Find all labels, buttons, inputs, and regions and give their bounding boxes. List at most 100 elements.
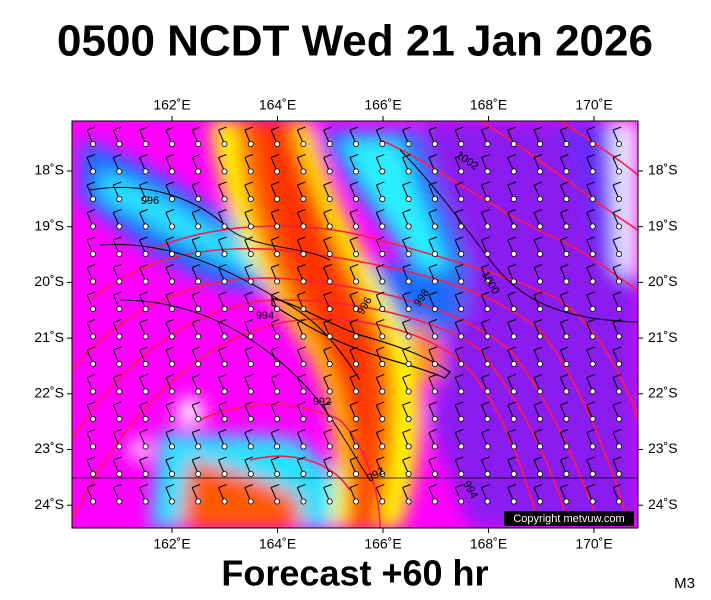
wind-barb	[165, 401, 175, 422]
wind-barb	[165, 429, 175, 450]
barb-station	[168, 415, 175, 422]
barb-station	[116, 195, 123, 202]
wind-barb	[323, 484, 333, 505]
barb-flag	[244, 126, 253, 131]
wind-barb	[139, 456, 149, 477]
barb-station	[563, 168, 570, 175]
barb-flag	[376, 319, 385, 323]
barb-station	[168, 223, 175, 230]
barb-station	[90, 333, 97, 340]
wind-barb	[112, 374, 123, 395]
barb-station	[510, 498, 517, 505]
barb-flag	[113, 236, 122, 241]
barb-station	[221, 250, 228, 257]
wind-barb	[533, 456, 544, 477]
wind-barb	[323, 181, 333, 202]
lon-label-top: 170˚E	[575, 97, 612, 113]
barb-station	[510, 388, 517, 395]
barb-flag	[428, 401, 438, 406]
wind-barb	[402, 319, 412, 340]
lat-label-left: 19˚S	[34, 217, 64, 233]
wind-barb	[270, 126, 281, 147]
barb-station	[405, 388, 412, 395]
barb-station	[537, 388, 544, 395]
wind-barb	[559, 319, 570, 340]
wind-barb	[86, 319, 97, 340]
barb-flag	[428, 264, 438, 268]
wind-barb	[244, 374, 254, 395]
barb-station	[116, 278, 123, 285]
barb-station	[168, 360, 175, 367]
barb-flag	[560, 154, 569, 158]
barb-station	[116, 333, 123, 340]
barb-flag	[612, 456, 622, 461]
barb-station	[589, 470, 596, 477]
barb-flag	[323, 264, 332, 268]
barb-station	[142, 140, 149, 147]
barb-station	[221, 223, 228, 230]
barb-flag	[323, 374, 332, 378]
barb-station	[458, 360, 465, 367]
wind-barb	[533, 126, 544, 147]
wind-barb	[296, 154, 307, 175]
wind-barb	[86, 236, 97, 257]
wind-barb	[86, 429, 97, 450]
barb-station	[589, 360, 596, 367]
barb-station	[563, 223, 570, 230]
barb-station	[247, 498, 254, 505]
barb-station	[274, 223, 281, 230]
barb-flag	[507, 209, 516, 213]
wind-barb	[349, 181, 359, 202]
wind-barb	[218, 236, 228, 257]
barb-flag	[507, 374, 516, 378]
barb-flag	[86, 456, 96, 461]
lon-label-bottom: 162˚E	[153, 536, 190, 552]
wind-barb	[244, 484, 254, 505]
wind-barb	[428, 181, 438, 202]
barb-station	[168, 498, 175, 505]
barb-flag	[533, 401, 543, 406]
barb-flag	[507, 181, 516, 186]
wind-barb	[402, 236, 412, 257]
pressure-contours	[89, 149, 638, 481]
barb-station	[616, 388, 623, 395]
barb-flag	[139, 236, 148, 241]
barb-flag	[455, 126, 464, 131]
barb-station	[458, 498, 465, 505]
barb-station	[300, 250, 307, 257]
wind-barb	[244, 126, 254, 147]
wind-barb	[112, 126, 123, 147]
barb-flag	[376, 154, 385, 158]
barb-station	[431, 223, 438, 230]
wind-barb	[218, 126, 228, 147]
wind-barb	[165, 264, 175, 285]
barb-station	[300, 168, 307, 175]
barb-flag	[533, 154, 543, 158]
barb-flag	[165, 154, 175, 158]
barb-station	[458, 140, 465, 147]
barb-flag	[218, 236, 227, 241]
wind-barb	[481, 346, 491, 367]
wind-barb	[139, 484, 149, 505]
wind-barb	[191, 346, 202, 367]
wind-barb	[559, 154, 570, 175]
barb-flag	[165, 456, 175, 461]
wind-barb	[86, 181, 97, 202]
barb-station	[142, 305, 149, 312]
wind-barb	[270, 264, 281, 285]
barb-station	[563, 333, 570, 340]
barb-station	[537, 168, 544, 175]
barb-station	[563, 470, 570, 477]
barb-station	[379, 250, 386, 257]
barb-flag	[507, 126, 516, 131]
wind-barb	[139, 181, 149, 202]
barb-station	[510, 168, 517, 175]
wind-barb	[559, 429, 570, 450]
barb-station	[616, 250, 623, 257]
barb-flag	[586, 236, 595, 241]
wind-barb	[296, 456, 307, 477]
barb-station	[195, 305, 202, 312]
wind-barb	[139, 374, 149, 395]
wind-barb	[402, 126, 412, 147]
barb-station	[379, 140, 386, 147]
